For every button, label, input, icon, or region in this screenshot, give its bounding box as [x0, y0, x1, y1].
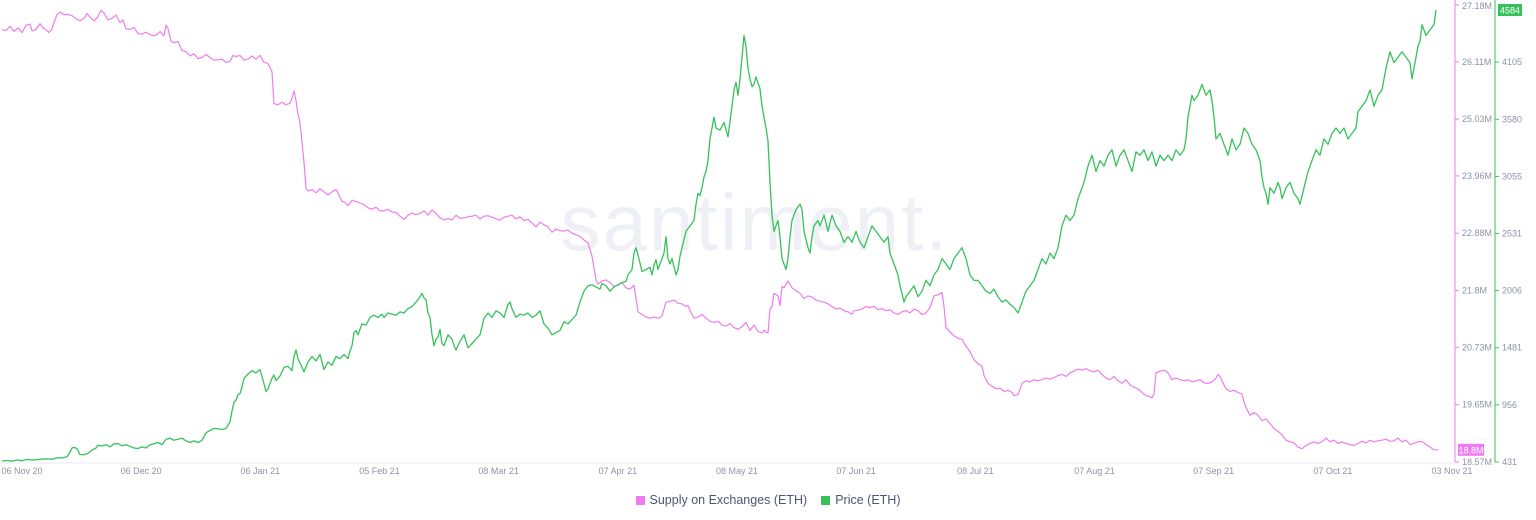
supply-axis-tick-label: 22.88M: [1462, 228, 1492, 238]
santiment-watermark: santiment.: [560, 178, 949, 267]
x-axis-tick-label: 06 Nov 20: [1, 466, 42, 476]
x-axis-tick-label: 08 Jul 21: [957, 466, 994, 476]
price-axis-tick-label: 1481: [1502, 343, 1522, 353]
price-legend-label: Price (ETH): [835, 493, 901, 507]
chart-legend: Supply on Exchanges (ETH) Price (ETH): [0, 490, 1536, 510]
price-axis-tick-label: 2531: [1502, 228, 1522, 238]
supply-axis-tick-label: 18.57M: [1462, 457, 1492, 467]
supply-axis-tick-label: 21.8M: [1462, 286, 1487, 296]
price-series-line[interactable]: [1, 9, 1437, 462]
x-axis-tick-label: 07 Aug 21: [1074, 466, 1115, 476]
x-axis-ticks: 06 Nov 20 06 Dec 20 06 Jan 21 05 Feb 21 08 M…: [1, 466, 1472, 476]
legend-item-supply[interactable]: Supply on Exchanges (ETH): [635, 493, 808, 507]
supply-last-value-text: 18.8M: [1458, 445, 1483, 455]
x-axis-tick-label: 03 Nov 21: [1431, 466, 1472, 476]
supply-axis-tick-label: 20.73M: [1462, 342, 1492, 352]
price-axis-tick-label: 956: [1502, 400, 1517, 410]
x-axis-tick-label: 06 Dec 20: [121, 466, 162, 476]
supply-axis-tick-label: 26.11M: [1462, 57, 1491, 67]
price-legend-swatch: [821, 495, 831, 505]
price-axis-tick-label: 3580: [1502, 114, 1522, 124]
supply-axis-tick-label: 23.96M: [1462, 171, 1492, 181]
supply-legend-label: Supply on Exchanges (ETH): [649, 493, 808, 507]
x-axis-tick-label: 05 Feb 21: [359, 466, 400, 476]
supply-axis-tick-label: 19.65M: [1462, 400, 1492, 410]
price-axis-tick-label: 2006: [1502, 286, 1522, 296]
chart-canvas[interactable]: santiment. 27.18M 26.11M 25.03M 23.96M 22.88…: [0, 0, 1536, 490]
supply-axis-tick-label: 25.03M: [1462, 114, 1492, 124]
x-axis-tick-label: 07 Jun 21: [836, 466, 876, 476]
supply-legend-swatch: [635, 495, 645, 505]
legend-item-price[interactable]: Price (ETH): [821, 493, 901, 507]
price-last-value-text: 4584: [1500, 6, 1520, 16]
x-axis-tick-label: 06 Jan 21: [241, 466, 281, 476]
x-axis-tick-label: 08 Mar 21: [478, 466, 519, 476]
supply-axis-tick-label: 27.18M: [1462, 1, 1492, 11]
x-axis-tick-label: 07 Oct 21: [1313, 466, 1352, 476]
x-axis-tick-label: 08 May 21: [716, 466, 758, 476]
price-axis: 4105 3580 3055 2531 2006 1481 956 431: [1494, 0, 1522, 467]
x-axis-tick-label: 07 Apr 21: [599, 466, 638, 476]
price-axis-tick-label: 3055: [1502, 171, 1522, 181]
supply-series-line[interactable]: [1, 9, 1438, 451]
x-axis-tick-label: 07 Sep 21: [1193, 466, 1234, 476]
price-axis-tick-label: 4105: [1502, 57, 1522, 67]
supply-last-value-badge: [1458, 443, 1484, 456]
supply-axis: 27.18M 26.11M 25.03M 23.96M 22.88M 21.8M 20.73…: [1454, 0, 1492, 467]
price-last-value-badge: [1498, 4, 1522, 17]
price-axis-tick-label: 431: [1502, 457, 1517, 467]
